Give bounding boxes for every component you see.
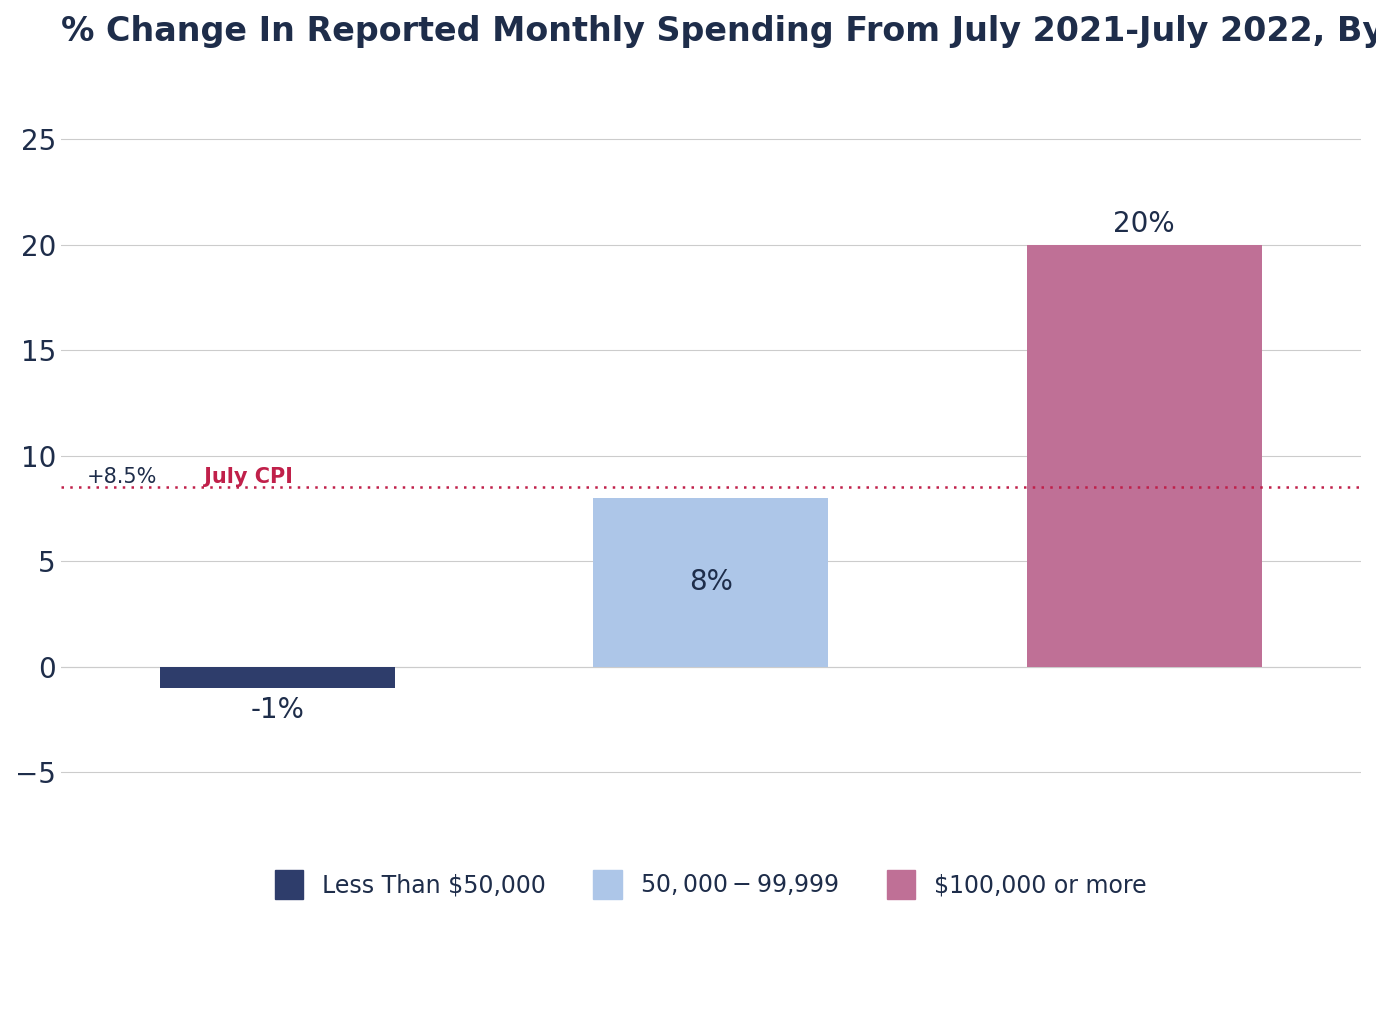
Bar [1026, 244, 1262, 667]
Text: % Change In Reported Monthly Spending From July 2021-July 2022, By Income: % Change In Reported Monthly Spending Fr… [61, 15, 1376, 48]
Text: July CPI: July CPI [197, 468, 293, 487]
Text: +8.5%: +8.5% [87, 468, 157, 487]
Legend: Less Than $50,000, $50,000 - $99,999, $100,000 or more: Less Than $50,000, $50,000 - $99,999, $1… [263, 858, 1159, 910]
Bar [593, 498, 828, 667]
Text: 8%: 8% [689, 569, 733, 596]
Bar [160, 667, 395, 688]
Text: -1%: -1% [250, 696, 304, 724]
Text: 20%: 20% [1113, 210, 1175, 238]
